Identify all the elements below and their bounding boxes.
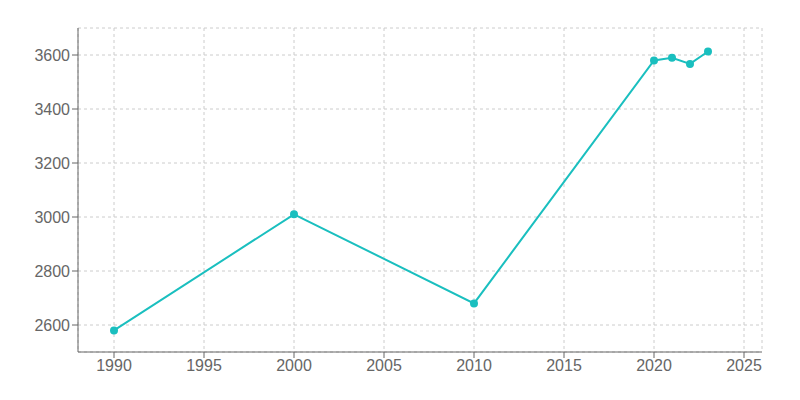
- svg-text:1990: 1990: [96, 357, 132, 374]
- svg-text:3200: 3200: [34, 155, 70, 172]
- svg-text:2015: 2015: [546, 357, 582, 374]
- svg-text:2000: 2000: [276, 357, 312, 374]
- svg-text:3600: 3600: [34, 47, 70, 64]
- svg-text:2025: 2025: [726, 357, 762, 374]
- svg-text:2020: 2020: [636, 357, 672, 374]
- svg-text:2010: 2010: [456, 357, 492, 374]
- svg-text:3000: 3000: [34, 209, 70, 226]
- svg-text:2800: 2800: [34, 263, 70, 280]
- svg-text:2600: 2600: [34, 317, 70, 334]
- svg-text:1995: 1995: [186, 357, 222, 374]
- svg-text:2005: 2005: [366, 357, 402, 374]
- svg-text:3400: 3400: [34, 101, 70, 118]
